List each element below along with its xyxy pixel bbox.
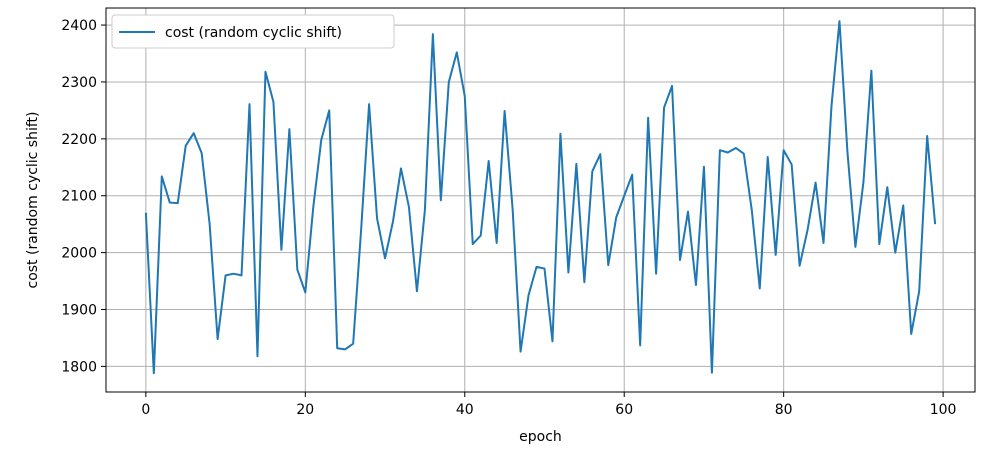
x-tick-label: 20 [296, 402, 314, 418]
x-axis-label: epoch [519, 429, 562, 445]
y-tick-label: 2400 [61, 18, 97, 34]
y-tick-label: 1900 [61, 303, 97, 319]
y-tick-label: 2100 [61, 189, 97, 205]
x-tick-label: 80 [775, 402, 793, 418]
y-tick-label: 2300 [61, 75, 97, 91]
plot-frame [105, 7, 976, 393]
x-tick-label: 0 [141, 402, 150, 418]
y-axis-ticks: 1800 1900 2000 2100 2200 2300 2400 [61, 18, 106, 375]
y-tick-label: 1800 [61, 359, 97, 375]
series-layer [144, 20, 937, 375]
x-tick-label: 100 [930, 402, 957, 418]
series-line [144, 20, 937, 375]
y-axis-label: cost (random cyclic shift) [25, 111, 41, 288]
y-tick-label: 2200 [61, 132, 97, 148]
legend-box [111, 14, 395, 49]
legend-entry-label: cost (random cyclic shift) [165, 25, 342, 41]
x-tick-label: 60 [615, 402, 633, 418]
x-tick-label: 40 [456, 402, 474, 418]
x-axis-ticks: 0 20 40 60 80 100 [141, 392, 956, 418]
y-tick-label: 2000 [61, 246, 97, 262]
legend: cost (random cyclic shift) [111, 14, 395, 49]
